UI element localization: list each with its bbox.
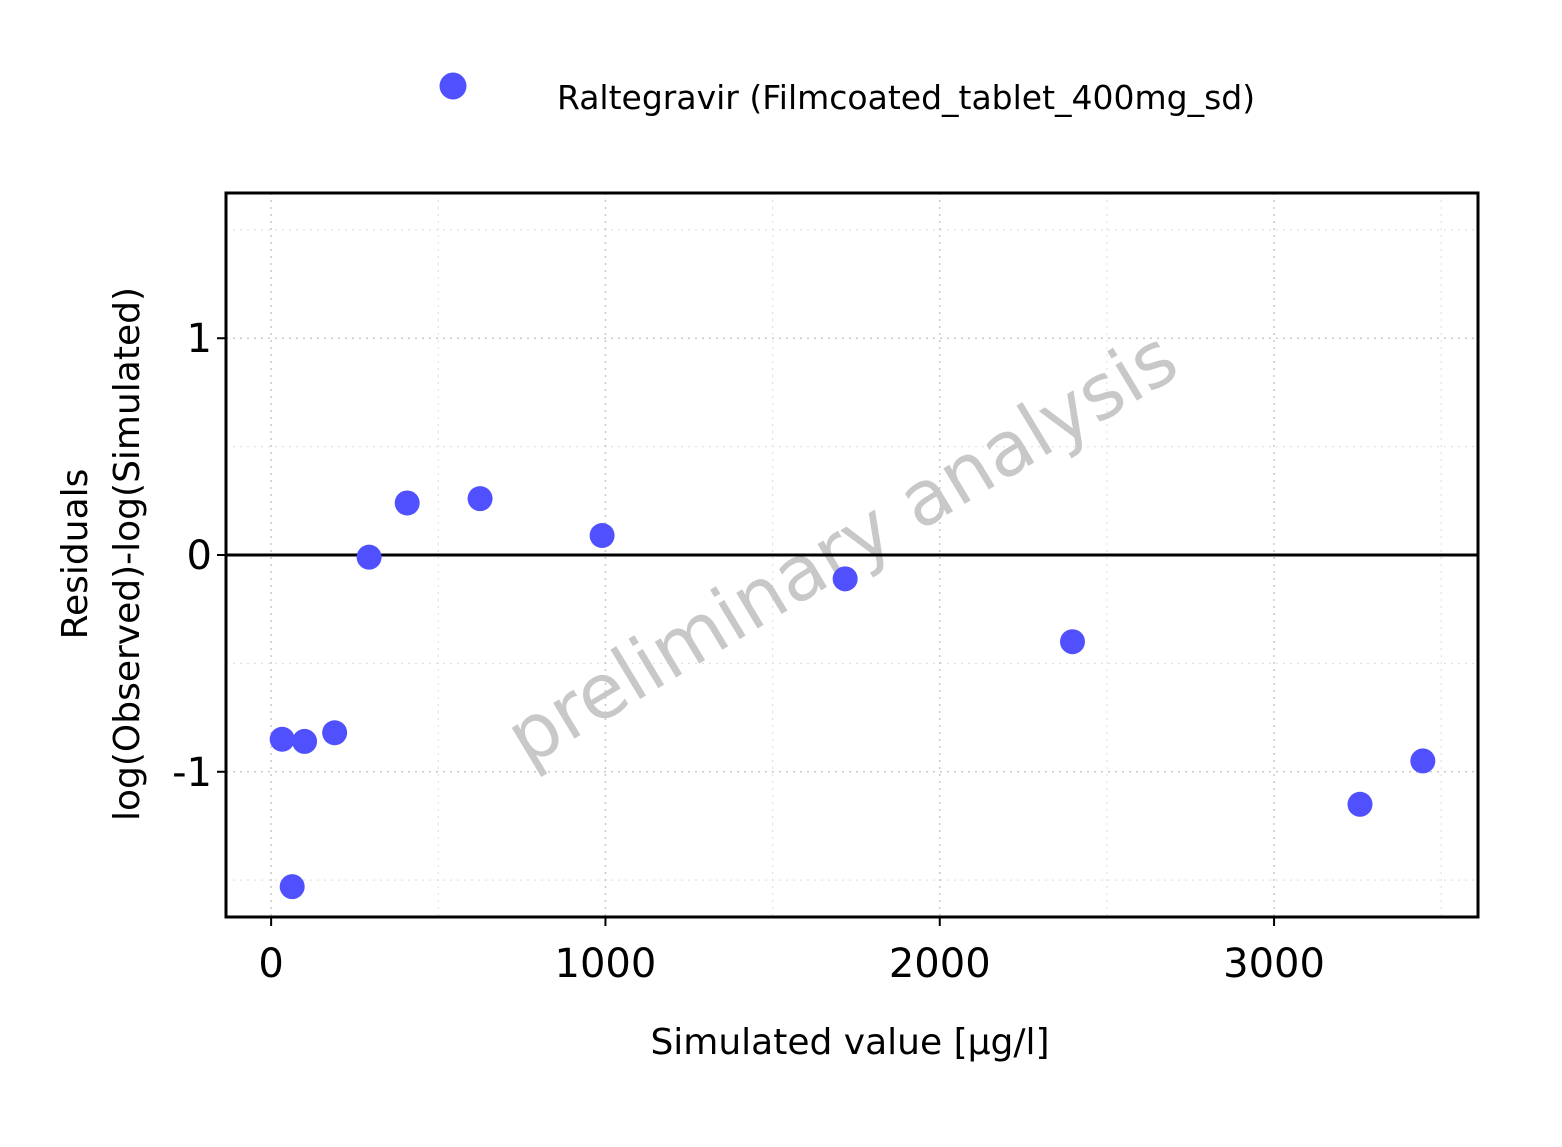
- data-point: [1059, 629, 1085, 655]
- y-axis: -1 0 1: [172, 316, 226, 796]
- data-point: [467, 486, 493, 512]
- data-point: [292, 728, 318, 754]
- x-axis: 0 1000 2000 3000: [258, 917, 1325, 987]
- y-tick-label: 1: [187, 316, 212, 362]
- data-point: [356, 544, 382, 570]
- x-tick-label: 0: [258, 941, 283, 987]
- data-points: [269, 486, 1436, 900]
- y-axis-title-line2: log(Observed)-log(Simulated): [107, 287, 148, 821]
- x-tick-label: 3000: [1223, 941, 1325, 987]
- legend-label: Raltegravir (Filmcoated_tablet_400mg_sd): [557, 78, 1255, 117]
- legend-marker: [439, 72, 467, 100]
- x-axis-title: Simulated value [µg/l]: [650, 1022, 1049, 1063]
- y-tick-label: 0: [187, 533, 212, 579]
- data-point: [1347, 791, 1373, 817]
- data-point: [322, 720, 348, 746]
- minor-gridlines: [226, 193, 1478, 917]
- data-point: [269, 726, 295, 752]
- y-tick-label: -1: [172, 750, 212, 796]
- data-point: [832, 566, 858, 592]
- data-point: [279, 874, 305, 900]
- x-tick-label: 1000: [555, 941, 657, 987]
- y-axis-title: Residuals log(Observed)-log(Simulated): [55, 287, 148, 821]
- legend: Raltegravir (Filmcoated_tablet_400mg_sd): [439, 72, 1255, 117]
- y-axis-title-line1: Residuals: [55, 469, 96, 640]
- data-point: [1410, 748, 1436, 774]
- data-point: [589, 522, 615, 548]
- x-tick-label: 2000: [889, 941, 991, 987]
- data-point: [394, 490, 420, 516]
